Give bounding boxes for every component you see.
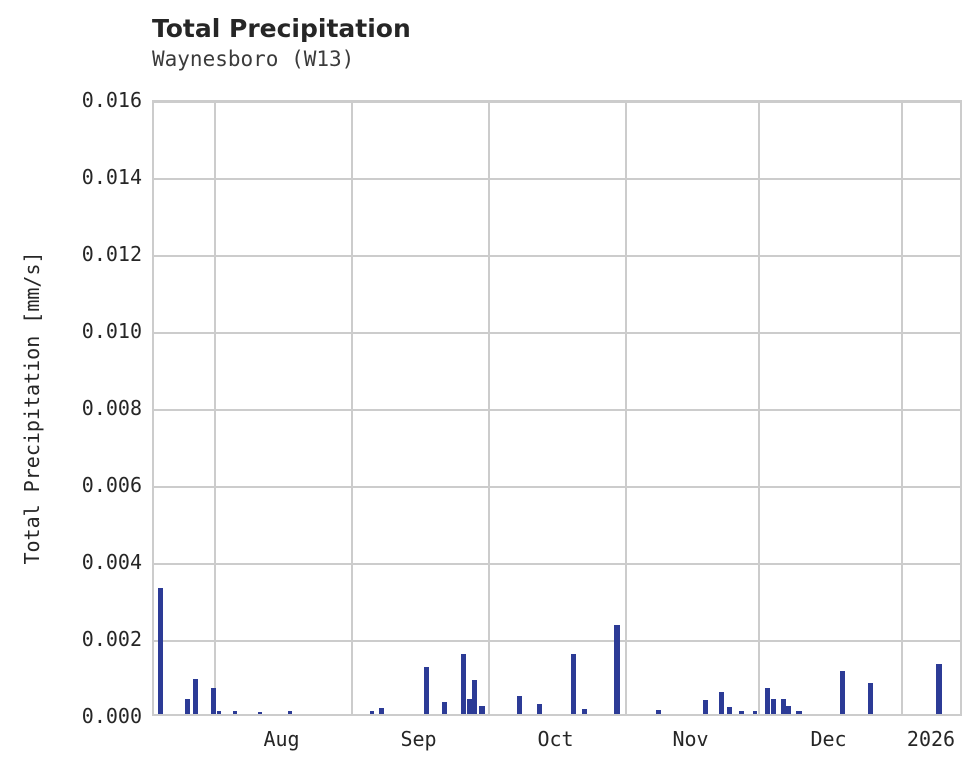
bar xyxy=(738,710,744,714)
bar xyxy=(471,680,477,714)
bar xyxy=(460,653,466,714)
bar xyxy=(702,700,708,714)
bar xyxy=(157,587,163,714)
y-axis-tick-labels: 0.000 0.002 0.004 0.006 0.008 0.010 0.012 0.014… xyxy=(18,0,142,780)
bar xyxy=(423,666,429,714)
bar xyxy=(288,710,292,714)
gridline-horizontal xyxy=(154,640,960,642)
bar xyxy=(370,711,374,714)
bar xyxy=(770,698,776,714)
bar xyxy=(753,710,757,714)
x-axis-tick-label: Aug xyxy=(263,727,300,751)
bar xyxy=(867,683,873,714)
y-axis-tick-label: 0.000 xyxy=(81,704,142,728)
bar xyxy=(217,710,221,714)
bar xyxy=(466,699,472,714)
gridline-horizontal xyxy=(154,332,960,334)
bar xyxy=(936,663,942,714)
bar xyxy=(718,691,724,714)
bar xyxy=(192,679,198,714)
bar xyxy=(581,709,587,714)
bar xyxy=(796,710,802,714)
gridline-vertical xyxy=(625,102,627,714)
x-axis-tick-label: Oct xyxy=(537,727,574,751)
gridline-vertical xyxy=(758,102,760,714)
y-axis-tick-label: 0.008 xyxy=(81,396,142,420)
bar xyxy=(780,699,786,714)
gridline-vertical xyxy=(488,102,490,714)
bar xyxy=(785,706,791,714)
bar xyxy=(726,707,732,714)
page-title: Total Precipitation xyxy=(152,14,411,43)
bar xyxy=(378,708,384,714)
plot-inner xyxy=(154,101,960,714)
bar xyxy=(764,687,770,714)
bar xyxy=(184,698,190,714)
bar xyxy=(655,710,661,714)
y-axis-tick-label: 0.002 xyxy=(81,627,142,651)
x-axis-tick-label: 2026 xyxy=(906,727,956,751)
x-axis-tick-label: Nov xyxy=(672,727,709,751)
gridline-vertical xyxy=(901,102,903,714)
gridline-horizontal xyxy=(154,255,960,257)
bar xyxy=(839,670,845,714)
gridline-horizontal xyxy=(154,101,960,103)
bar xyxy=(441,702,447,714)
chart-subtitle: Waynesboro (W13) xyxy=(152,47,355,71)
gridline-horizontal xyxy=(154,563,960,565)
bar xyxy=(479,706,485,714)
bar xyxy=(258,711,262,714)
title-block: Total Precipitation Waynesboro (W13) xyxy=(152,14,852,73)
bar xyxy=(536,704,542,714)
y-axis-tick-label: 0.014 xyxy=(81,165,142,189)
gridline-horizontal xyxy=(154,178,960,180)
y-axis-tick-label: 0.006 xyxy=(81,473,142,497)
bar xyxy=(210,688,216,714)
y-axis-tick-label: 0.004 xyxy=(81,550,142,574)
x-axis-tick-label: Dec xyxy=(810,727,847,751)
gridline-vertical xyxy=(214,102,216,714)
x-axis-tick-label: Sep xyxy=(400,727,437,751)
bar xyxy=(233,711,237,714)
plot-area xyxy=(152,100,962,716)
gridline-horizontal xyxy=(154,486,960,488)
y-axis-tick-label: 0.010 xyxy=(81,319,142,343)
y-axis-tick-label: 0.012 xyxy=(81,242,142,266)
gridline-horizontal xyxy=(154,409,960,411)
bar xyxy=(570,653,576,714)
bar xyxy=(614,624,620,714)
gridline-vertical xyxy=(351,102,353,714)
bar xyxy=(516,695,522,714)
y-axis-tick-label: 0.016 xyxy=(81,88,142,112)
